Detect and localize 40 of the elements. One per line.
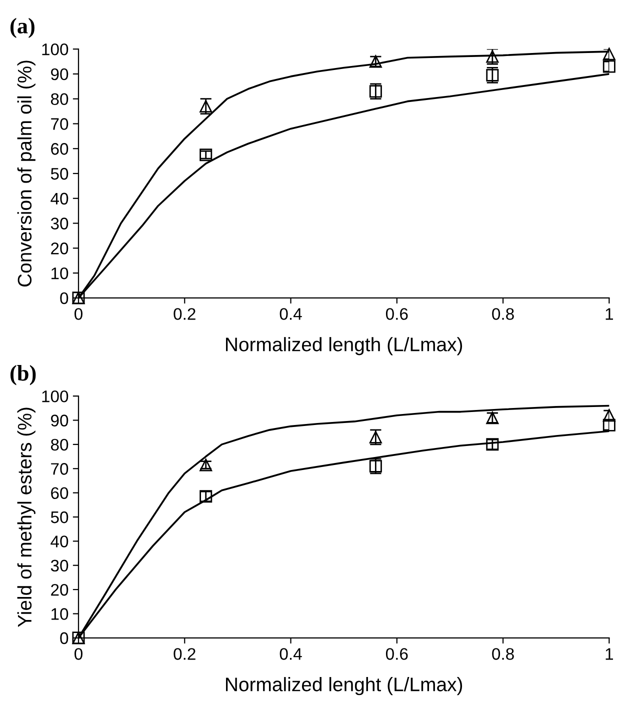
- y-tick-label: 90: [51, 68, 68, 80]
- x-axis-title: Normalized lenght (L/Lmax): [226, 677, 462, 696]
- y-tick-label: 80: [50, 93, 68, 106]
- y-axis-title: Yield of methyl esters (%): [17, 408, 36, 627]
- x-tick-label: 0.8: [492, 308, 514, 320]
- chart-title: (b): [10, 365, 36, 386]
- y-tick-label: 20: [51, 584, 68, 596]
- y-tick-label: 10: [52, 608, 68, 620]
- x-tick-label: 0.2: [174, 648, 196, 660]
- y-tick-label: 50: [50, 511, 68, 524]
- x-tick-label: 0.6: [386, 308, 408, 320]
- y-tick-label: 60: [51, 143, 68, 155]
- x-axis-title: Normalized length (L/Lmax): [226, 337, 462, 356]
- y-tick-label: 70: [51, 463, 68, 475]
- y-tick-label: 30: [50, 218, 68, 230]
- x-tick-label: 0.8: [492, 648, 514, 660]
- x-tick-label: 1: [606, 308, 613, 320]
- x-tick-label: 0: [74, 648, 82, 660]
- y-tick-label: 40: [50, 536, 68, 548]
- y-axis-title: Conversion of palm oil (%): [17, 60, 36, 287]
- y-tick-label: 80: [50, 438, 68, 451]
- y-tick-label: 40: [50, 192, 68, 205]
- x-tick-label: 0.2: [174, 308, 196, 320]
- x-tick-label: 0.4: [280, 648, 302, 660]
- y-tick-label: 70: [51, 118, 68, 130]
- y-tick-label: 50: [50, 168, 68, 180]
- y-tick-label: 10: [52, 267, 68, 280]
- y-tick-label: 30: [50, 560, 68, 572]
- x-tick-label: 1: [606, 648, 613, 660]
- y-tick-label: 90: [51, 414, 68, 426]
- x-tick-label: 0.6: [386, 648, 408, 660]
- x-tick-label: 0: [74, 308, 82, 320]
- y-tick-label: 100: [42, 43, 68, 56]
- y-tick-label: 0: [60, 632, 68, 644]
- x-tick-label: 0.4: [280, 308, 302, 320]
- chart-title: (a): [10, 18, 34, 38]
- y-tick-label: 0: [60, 292, 68, 304]
- y-tick-label: 20: [51, 242, 68, 254]
- y-tick-label: 100: [42, 390, 68, 402]
- y-tick-label: 60: [51, 487, 68, 500]
